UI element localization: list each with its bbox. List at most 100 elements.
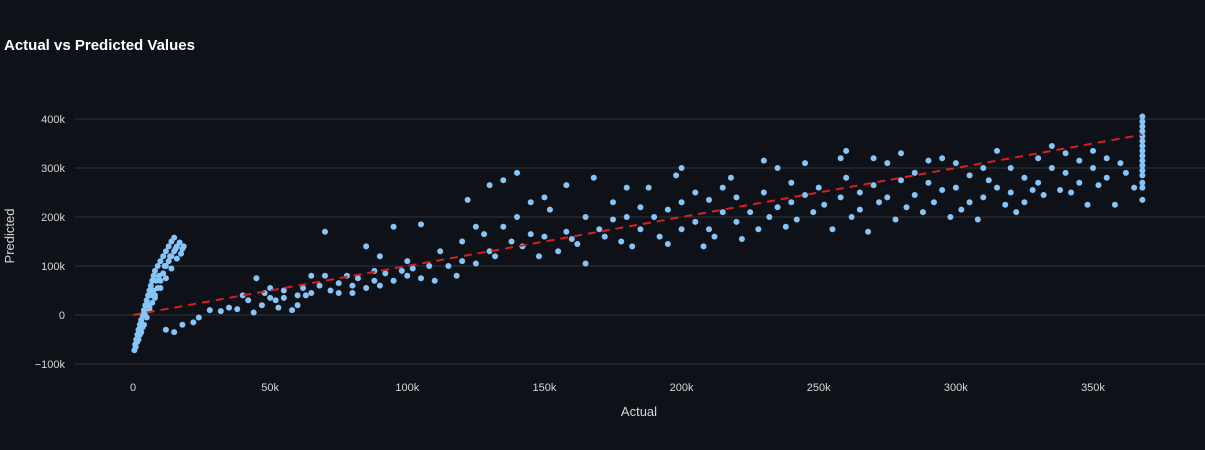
data-point [382,270,389,277]
data-point [966,172,973,179]
data-point [747,209,754,216]
data-point [1139,184,1146,191]
data-point [755,226,762,233]
data-point [541,194,548,201]
data-point [171,329,178,336]
data-point [445,263,452,269]
data-point [349,282,356,289]
data-point [1029,187,1036,194]
x-tick-label: 250k [807,382,831,394]
data-point [349,289,356,296]
data-point [245,297,252,304]
data-point [149,277,156,284]
data-point [1021,174,1028,181]
data-point [492,253,499,260]
x-tick-label: 50k [261,382,279,394]
chart-title: Actual vs Predicted Values [4,37,195,54]
data-point [563,182,570,189]
data-point [527,231,534,238]
data-point [173,255,180,262]
data-point [167,253,174,260]
data-point [172,245,179,252]
data-point [418,221,424,228]
data-point [1007,165,1014,171]
data-point [168,265,175,272]
data-point [848,214,855,220]
data-point [165,258,172,265]
data-point [171,234,178,241]
data-point [939,155,946,162]
data-point [178,250,184,257]
data-point [1111,201,1118,208]
data-point [898,177,904,184]
data-point [623,184,630,191]
data-point [629,243,636,250]
data-point [1090,147,1096,154]
data-point [651,214,658,220]
data-point [527,199,534,206]
data-point [1139,172,1146,179]
data-point [294,292,301,299]
data-point [884,160,891,167]
data-point [1139,167,1146,174]
y-tick-label: 0 [59,310,65,322]
x-tick-label: 150k [532,382,556,394]
data-point [911,169,918,176]
data-point [190,319,197,326]
data-point [637,204,644,211]
data-point [733,194,740,201]
data-point [1035,155,1042,162]
data-point [322,228,328,235]
data-point [535,253,542,260]
grid-layer [75,118,1205,365]
data-point [563,228,570,235]
data-point [925,179,932,186]
data-point [162,326,169,333]
data-point [843,174,850,181]
data-point [1076,157,1083,164]
data-point [678,165,685,171]
data-point [637,226,644,233]
data-point [546,206,553,213]
data-point [217,308,224,315]
data-point [568,236,575,243]
data-point [1090,165,1096,171]
y-tick-label: −100k [35,359,66,371]
data-point [1062,150,1069,157]
data-point [308,272,315,279]
data-point [623,214,630,220]
data-point [157,285,164,292]
data-point [596,226,603,233]
data-point [1040,191,1047,198]
data-point [145,302,152,309]
data-point [153,277,160,284]
data-point [500,223,507,230]
data-point [911,191,918,198]
data-point [719,184,726,191]
data-point [165,243,172,250]
data-point [678,226,685,233]
data-point [958,206,965,213]
x-axis-label: Actual [621,404,657,419]
data-point [815,184,822,191]
data-point [1084,201,1091,208]
data-point [142,309,149,316]
data-point [390,277,397,284]
data-point [582,214,589,220]
data-point [327,287,334,294]
data-point [994,147,1000,154]
data-point [1139,138,1146,145]
data-point [1103,155,1110,162]
data-point [656,233,663,240]
data-point [1139,118,1146,125]
data-point [180,243,187,250]
data-point [1021,199,1028,206]
data-point [1103,174,1110,181]
data-point [464,196,471,203]
data-point [555,248,562,255]
y-tick-label: 200k [41,212,65,224]
data-point [865,228,872,235]
data-point [437,248,444,255]
data-point [404,258,411,265]
